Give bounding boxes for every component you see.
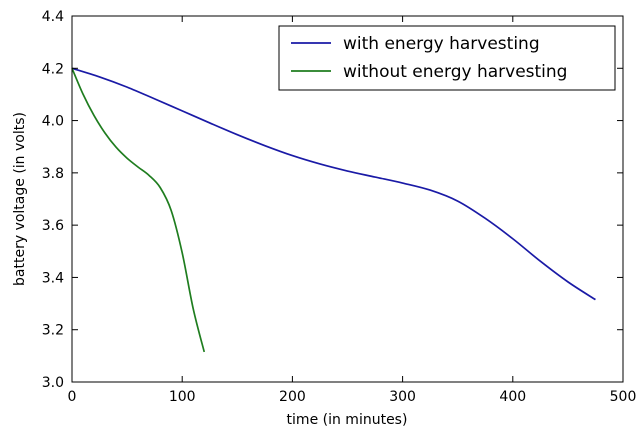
series-line-without-energy-harvesting [71,67,206,353]
y-tick-label: 4.0 [42,114,64,130]
x-tick-label: 100 [169,389,196,405]
y-tick-label: 4.4 [42,9,64,25]
legend-box [278,25,616,91]
x-tick-label: 300 [389,389,416,405]
plot-frame [71,15,624,383]
legend-label: without energy harvesting [343,62,567,82]
axis-layer: 0 100 200 300 400 500 3.0 3.2 3.4 3.6 3.8 4.0 4.2 4.4 [42,9,636,405]
y-tick-label: 3.8 [42,166,64,182]
x-axis-label: time (in minutes) [287,412,408,428]
x-tick-label: 400 [499,389,526,405]
x-tick-label: 0 [68,389,77,405]
y-tick-label: 3.6 [42,218,64,234]
y-tick-label: 3.0 [42,375,64,391]
x-tick-label: 200 [279,389,306,405]
plot-layer [71,67,596,353]
y-tick-label: 4.2 [42,61,64,77]
y-tick-label: 3.2 [42,323,64,339]
legend: with energy harvesting without energy har… [278,25,616,91]
x-tick-label: 500 [610,389,636,405]
legend-label: with energy harvesting [343,34,540,54]
y-axis-label: battery voltage (in volts) [12,112,28,286]
y-tick-label: 3.4 [42,270,64,286]
series-line-with-energy-harvesting [71,67,596,301]
